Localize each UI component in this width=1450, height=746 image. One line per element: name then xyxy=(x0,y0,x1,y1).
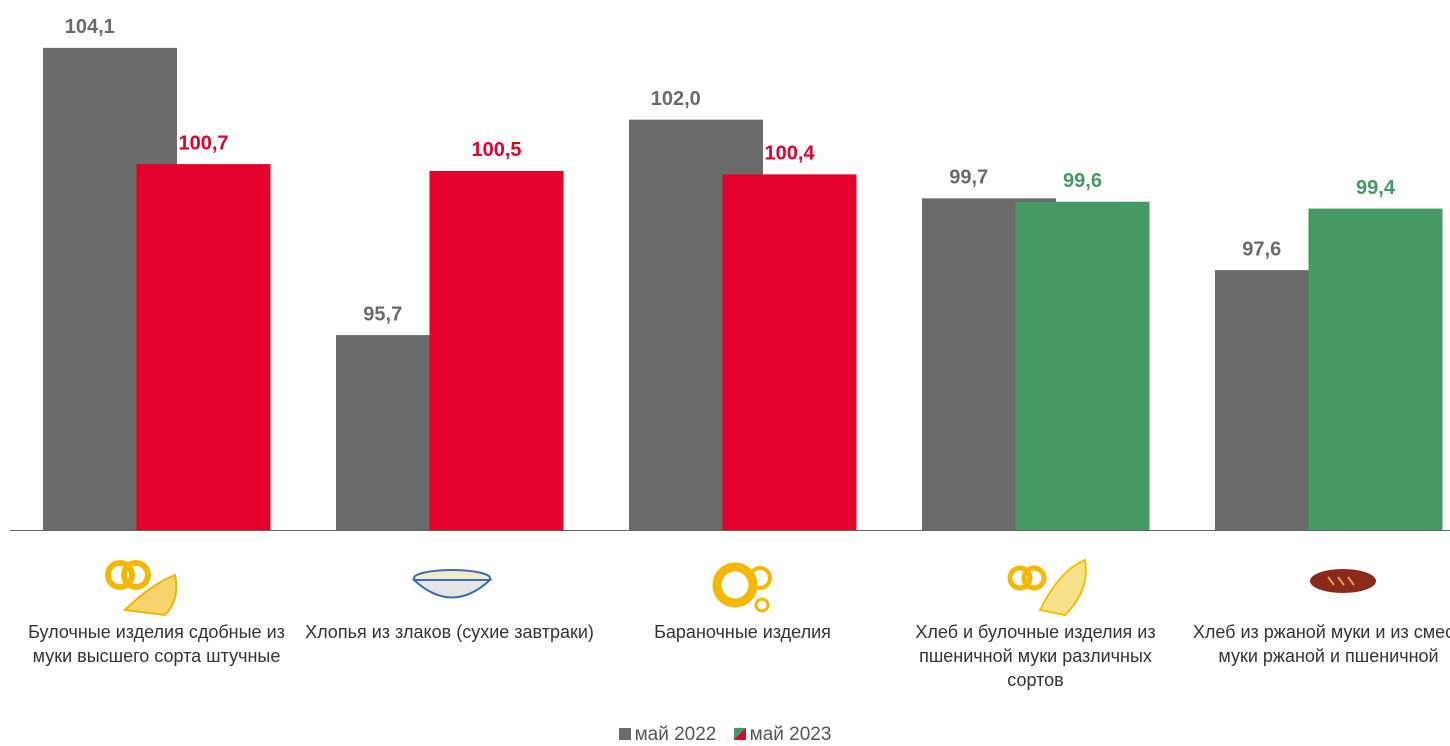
category-label: Хлеб из ржаной муки и из смеси муки ржан… xyxy=(1184,620,1450,668)
legend-label: май 2023 xyxy=(750,724,832,745)
category-label: Бараночные изделия xyxy=(598,620,888,644)
icon-bagels xyxy=(717,567,770,611)
value-label: 104,1 xyxy=(65,16,115,38)
legend-item: май 2023 xyxy=(734,724,832,745)
icon-bread xyxy=(1010,560,1086,615)
category-label: Хлеб и булочные изделия из пшеничной мук… xyxy=(891,620,1181,692)
legend-swatch xyxy=(734,728,746,740)
icon-bowl xyxy=(414,570,490,598)
category-label: Булочные изделия сдобные из муки высшего… xyxy=(12,620,302,668)
value-label: 99,4 xyxy=(1356,177,1396,199)
category-label: Хлопья из злаков (сухие завтраки) xyxy=(305,620,595,644)
icon-pretzel-croissant xyxy=(108,563,176,615)
legend-item: май 2022 xyxy=(619,724,717,745)
value-label: 95,7 xyxy=(363,303,402,325)
bar xyxy=(137,164,271,530)
value-label: 100,4 xyxy=(764,143,815,165)
value-label: 100,7 xyxy=(178,132,228,154)
legend: май 2022 май 2023 xyxy=(0,724,1450,746)
icon-rye-bread xyxy=(1310,569,1376,593)
plot: 104,1 100,7 95,7 100,5 102,0 100,4 99,7 99,6 97,… xyxy=(43,16,1443,530)
legend-label: май 2022 xyxy=(635,724,717,745)
legend-swatch xyxy=(619,728,631,740)
value-label: 97,6 xyxy=(1242,238,1281,260)
bar xyxy=(1309,209,1443,530)
bar xyxy=(723,174,857,530)
value-label: 100,5 xyxy=(471,139,521,161)
value-label: 99,7 xyxy=(949,167,988,189)
value-label: 99,6 xyxy=(1063,170,1102,192)
bar xyxy=(1016,202,1150,530)
bar xyxy=(430,171,564,530)
value-label: 102,0 xyxy=(651,88,701,110)
